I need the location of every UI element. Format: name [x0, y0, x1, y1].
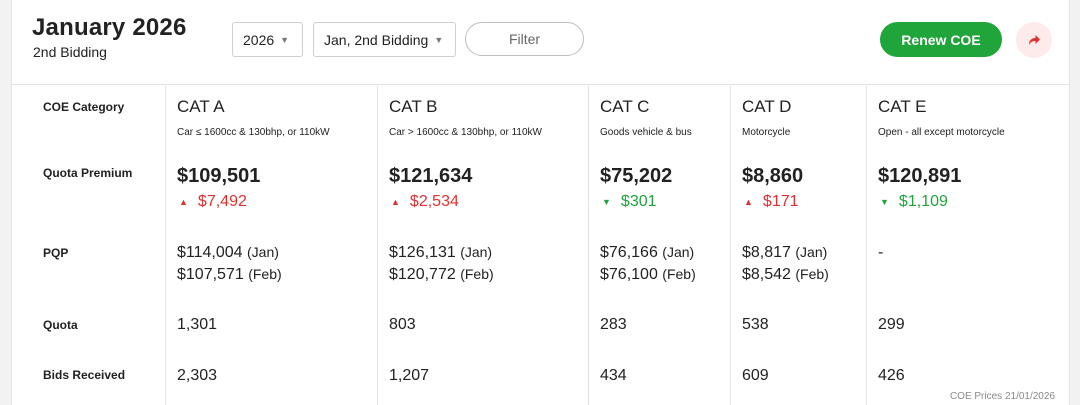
- page-subtitle: 2nd Bidding: [33, 44, 107, 60]
- pqp-value: $76,166 (Jan): [600, 244, 694, 262]
- bids-value: 2,303: [177, 367, 218, 384]
- pqp-amount: $114,004: [177, 244, 243, 261]
- bids-value: 426: [878, 367, 905, 384]
- pqp-amount: $120,772: [389, 266, 456, 283]
- pqp-amount: $8,542: [742, 266, 791, 283]
- category-column-d: CAT D Motorcycle $8,860 ▲ $171 $8,817 (J…: [730, 86, 866, 405]
- premium-change: ▼ $301: [600, 193, 657, 211]
- row-label-category: COE Category: [43, 100, 125, 114]
- row-label-pqp: PQP: [43, 246, 69, 260]
- renew-coe-button[interactable]: Renew COE: [880, 22, 1002, 57]
- quota-value: 538: [742, 316, 769, 333]
- quota-premium: $121,634: [389, 165, 473, 187]
- filter-button[interactable]: Filter: [465, 22, 584, 56]
- bids-value: 1,207: [389, 367, 430, 384]
- page-title: January 2026: [32, 14, 187, 41]
- quota-value: 283: [600, 316, 627, 333]
- category-column-b: CAT B Car > 1600cc & 130bhp, or 110kW $1…: [377, 86, 588, 405]
- premium-change: ▲ $2,534: [389, 193, 459, 211]
- bids-value: 609: [742, 367, 769, 384]
- category-description: Goods vehicle & bus: [600, 127, 692, 138]
- category-name: CAT C: [600, 97, 650, 116]
- pqp-month: (Feb): [460, 266, 494, 282]
- quota-premium: $120,891: [878, 165, 962, 187]
- pqp-value: $114,004 (Jan): [177, 244, 279, 262]
- triangle-up-icon: ▲: [744, 197, 753, 207]
- premium-change-value: $1,109: [898, 193, 948, 210]
- bidding-select-value: Jan, 2nd Bidding: [324, 31, 429, 48]
- triangle-down-icon: ▼: [602, 197, 611, 207]
- quota-premium: $75,202: [600, 165, 673, 187]
- pqp-amount: $8,817: [742, 244, 791, 261]
- category-description: Car ≤ 1600cc & 130bhp, or 110kW: [177, 127, 330, 138]
- pqp-amount: $76,166: [600, 244, 658, 261]
- row-label-premium: Quota Premium: [43, 166, 133, 180]
- pqp-month: (Feb): [662, 266, 696, 282]
- bidding-select[interactable]: Jan, 2nd Bidding ▼: [313, 22, 456, 57]
- row-label-quota: Quota: [43, 318, 78, 332]
- pqp-month: (Jan): [247, 244, 279, 260]
- pqp-value: $76,100 (Feb): [600, 266, 696, 284]
- pqp-amount: $126,131: [389, 244, 456, 261]
- row-label-bids: Bids Received: [43, 368, 126, 382]
- triangle-down-icon: ▼: [880, 197, 889, 207]
- category-name: CAT E: [878, 97, 927, 116]
- quota-premium: $109,501: [177, 165, 261, 187]
- coe-table: COE Category Quota Premium PQP Quota Bid…: [12, 86, 1069, 405]
- quota-value: 299: [878, 316, 905, 333]
- pqp-value: $120,772 (Feb): [389, 266, 494, 284]
- category-name: CAT D: [742, 97, 792, 116]
- pqp-value: $126,131 (Jan): [389, 244, 492, 262]
- quota-premium: $8,860: [742, 165, 804, 187]
- pqp-value: $8,817 (Jan): [742, 244, 827, 262]
- triangle-up-icon: ▲: [391, 197, 400, 207]
- category-column-c: CAT C Goods vehicle & bus $75,202 ▼ $301…: [588, 86, 730, 405]
- premium-change: ▲ $171: [742, 193, 799, 211]
- caret-down-icon: ▼: [280, 34, 290, 45]
- pqp-month: (Jan): [460, 244, 493, 260]
- year-select-value: 2026: [243, 31, 275, 48]
- category-description: Car > 1600cc & 130bhp, or 110kW: [389, 127, 542, 138]
- premium-change: ▲ $7,492: [177, 193, 247, 211]
- category-column-e: CAT E Open - all except motorcycle $120,…: [866, 86, 1071, 405]
- category-column-a: CAT A Car ≤ 1600cc & 130bhp, or 110kW $1…: [165, 86, 377, 405]
- premium-change-value: $2,534: [409, 193, 459, 210]
- year-select[interactable]: 2026 ▼: [232, 22, 303, 57]
- pqp-amount: -: [878, 244, 884, 261]
- pqp-value: $8,542 (Feb): [742, 266, 829, 284]
- bids-value: 434: [600, 367, 627, 384]
- premium-change-value: $7,492: [197, 193, 247, 210]
- pqp-value: $107,571 (Feb): [177, 266, 282, 284]
- coe-card: January 2026 2nd Bidding 2026 ▼ Jan, 2nd…: [11, 0, 1070, 405]
- premium-change-value: $301: [620, 193, 657, 210]
- premium-change-value: $171: [762, 193, 799, 210]
- share-arrow-icon: [1029, 35, 1040, 45]
- header: January 2026 2nd Bidding 2026 ▼ Jan, 2nd…: [12, 0, 1069, 85]
- pqp-month: (Feb): [795, 266, 829, 282]
- caret-down-icon: ▼: [434, 34, 444, 45]
- category-name: CAT A: [177, 97, 225, 116]
- pqp-value: -: [878, 244, 883, 262]
- category-description: Open - all except motorcycle: [878, 127, 1005, 138]
- prices-date-note: COE Prices 21/01/2026: [949, 391, 1055, 402]
- category-name: CAT B: [389, 97, 438, 116]
- share-button[interactable]: [1016, 22, 1052, 58]
- pqp-month: (Jan): [662, 244, 695, 260]
- pqp-month: (Jan): [795, 244, 828, 260]
- category-description: Motorcycle: [742, 127, 791, 138]
- triangle-up-icon: ▲: [179, 197, 188, 207]
- premium-change: ▼ $1,109: [878, 193, 948, 211]
- pqp-amount: $107,571: [177, 266, 244, 283]
- quota-value: 1,301: [177, 316, 218, 333]
- row-labels-column: COE Category Quota Premium PQP Quota Bid…: [12, 86, 165, 405]
- quota-value: 803: [389, 316, 416, 333]
- pqp-amount: $76,100: [600, 266, 658, 283]
- pqp-month: (Feb): [248, 266, 282, 282]
